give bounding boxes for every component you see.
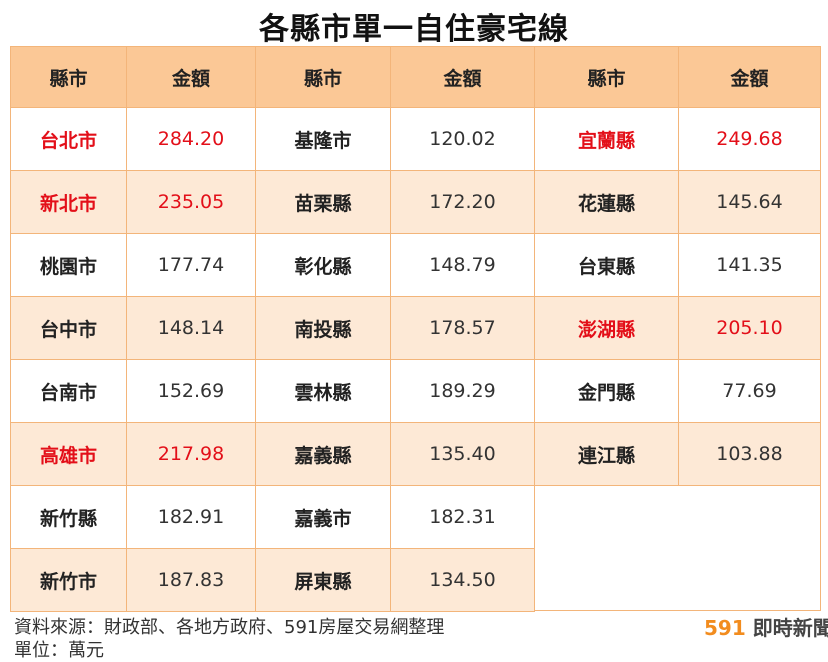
- county-name: 基隆市: [255, 107, 391, 171]
- header-row: 縣市 金額: [534, 46, 821, 108]
- county-name: 新竹縣: [10, 485, 127, 549]
- header-amount: 金額: [126, 46, 256, 108]
- brand-number: 591: [704, 616, 746, 640]
- county-name: 花蓮縣: [534, 170, 679, 234]
- county-name: 嘉義縣: [255, 422, 391, 486]
- county-name: 台南市: [10, 359, 127, 423]
- table-row: 嘉義縣 135.40: [255, 422, 535, 486]
- amount-value: 134.50: [390, 548, 535, 612]
- amount-value: 189.29: [390, 359, 535, 423]
- table-row: 高雄市 217.98: [10, 422, 256, 486]
- amount-value: 217.98: [126, 422, 256, 486]
- county-name: 彰化縣: [255, 233, 391, 297]
- amount-value: 145.64: [678, 170, 821, 234]
- panel-1-body: 縣市 金額 台北市 284.20 新北市 235.05 桃園市 177.74 台中市 148.14…: [10, 46, 256, 612]
- empty-cell: [534, 548, 821, 611]
- table-row: [534, 485, 821, 548]
- county-name: 新竹市: [10, 548, 127, 612]
- amount-value: 135.40: [390, 422, 535, 486]
- table-row: 花蓮縣 145.64: [534, 170, 821, 234]
- county-name: 台東縣: [534, 233, 679, 297]
- amount-value: 148.79: [390, 233, 535, 297]
- unit-text: 單位：萬元: [14, 640, 104, 661]
- table-row: 台中市 148.14: [10, 296, 256, 360]
- table-row: 基隆市 120.02: [255, 107, 535, 171]
- price-table-panel-2: 縣市 金額 基隆市 120.02 苗栗縣 172.20 彰化縣 148.79 南投縣 178.57…: [255, 46, 535, 612]
- empty-cell: [534, 485, 821, 548]
- county-name: 連江縣: [534, 422, 679, 486]
- table-row: 桃園市 177.74: [10, 233, 256, 297]
- table-row: 屏東縣 134.50: [255, 548, 535, 612]
- county-name: 屏東縣: [255, 548, 391, 612]
- table-row: 南投縣 178.57: [255, 296, 535, 360]
- table-row: 雲林縣 189.29: [255, 359, 535, 423]
- amount-value: 284.20: [126, 107, 256, 171]
- amount-value: 187.83: [126, 548, 256, 612]
- table-row: 苗栗縣 172.20: [255, 170, 535, 234]
- amount-value: 148.14: [126, 296, 256, 360]
- amount-value: 182.31: [390, 485, 535, 549]
- county-name: 宜蘭縣: [534, 107, 679, 171]
- price-table-panel-3: 縣市 金額 宜蘭縣 249.68 花蓮縣 145.64 台東縣 141.35 澎湖縣 205.10…: [534, 46, 821, 611]
- table-row: 澎湖縣 205.10: [534, 296, 821, 360]
- county-name: 金門縣: [534, 359, 679, 423]
- table-row: 新北市 235.05: [10, 170, 256, 234]
- county-name: 嘉義市: [255, 485, 391, 549]
- table-row: 新竹市 187.83: [10, 548, 256, 612]
- table-row: 嘉義市 182.31: [255, 485, 535, 549]
- amount-value: 177.74: [126, 233, 256, 297]
- amount-value: 249.68: [678, 107, 821, 171]
- amount-value: 235.05: [126, 170, 256, 234]
- header-row: 縣市 金額: [255, 46, 535, 108]
- brand-text: 即時新聞: [752, 616, 828, 640]
- page-title: 各縣市單一自住豪宅線: [259, 12, 569, 47]
- panel-3-body: 縣市 金額 宜蘭縣 249.68 花蓮縣 145.64 台東縣 141.35 澎湖縣 205.10…: [534, 46, 821, 611]
- amount-value: 152.69: [126, 359, 256, 423]
- amount-value: 103.88: [678, 422, 821, 486]
- source-note: 資料來源：財政部、各地方政府、591房屋交易網整理 單位：萬元: [14, 616, 444, 662]
- county-name: 台北市: [10, 107, 127, 171]
- header-amount: 金額: [390, 46, 535, 108]
- county-name: 雲林縣: [255, 359, 391, 423]
- amount-value: 182.91: [126, 485, 256, 549]
- county-name: 南投縣: [255, 296, 391, 360]
- table-row: 連江縣 103.88: [534, 422, 821, 486]
- header-row: 縣市 金額: [10, 46, 256, 108]
- table-row: 金門縣 77.69: [534, 359, 821, 423]
- county-name: 高雄市: [10, 422, 127, 486]
- panel-2-body: 縣市 金額 基隆市 120.02 苗栗縣 172.20 彰化縣 148.79 南投縣 178.57…: [255, 46, 535, 612]
- county-name: 苗栗縣: [255, 170, 391, 234]
- header-amount: 金額: [678, 46, 821, 108]
- amount-value: 77.69: [678, 359, 821, 423]
- amount-value: 172.20: [390, 170, 535, 234]
- county-name: 桃園市: [10, 233, 127, 297]
- table-row: 台南市 152.69: [10, 359, 256, 423]
- brand-logo: 591 即時新聞: [704, 612, 828, 641]
- table-row: 台北市 284.20: [10, 107, 256, 171]
- header-county: 縣市: [10, 46, 127, 108]
- table-row: 宜蘭縣 249.68: [534, 107, 821, 171]
- price-table-panel-1: 縣市 金額 台北市 284.20 新北市 235.05 桃園市 177.74 台中市 148.14…: [10, 46, 256, 612]
- amount-value: 178.57: [390, 296, 535, 360]
- table-row: 台東縣 141.35: [534, 233, 821, 297]
- table-row: 彰化縣 148.79: [255, 233, 535, 297]
- header-county: 縣市: [255, 46, 391, 108]
- amount-value: 205.10: [678, 296, 821, 360]
- amount-value: 120.02: [390, 107, 535, 171]
- county-name: 新北市: [10, 170, 127, 234]
- table-row: [534, 548, 821, 611]
- county-name: 澎湖縣: [534, 296, 679, 360]
- header-county: 縣市: [534, 46, 679, 108]
- source-text: 資料來源：財政部、各地方政府、591房屋交易網整理: [14, 617, 445, 638]
- county-name: 台中市: [10, 296, 127, 360]
- amount-value: 141.35: [678, 233, 821, 297]
- table-row: 新竹縣 182.91: [10, 485, 256, 549]
